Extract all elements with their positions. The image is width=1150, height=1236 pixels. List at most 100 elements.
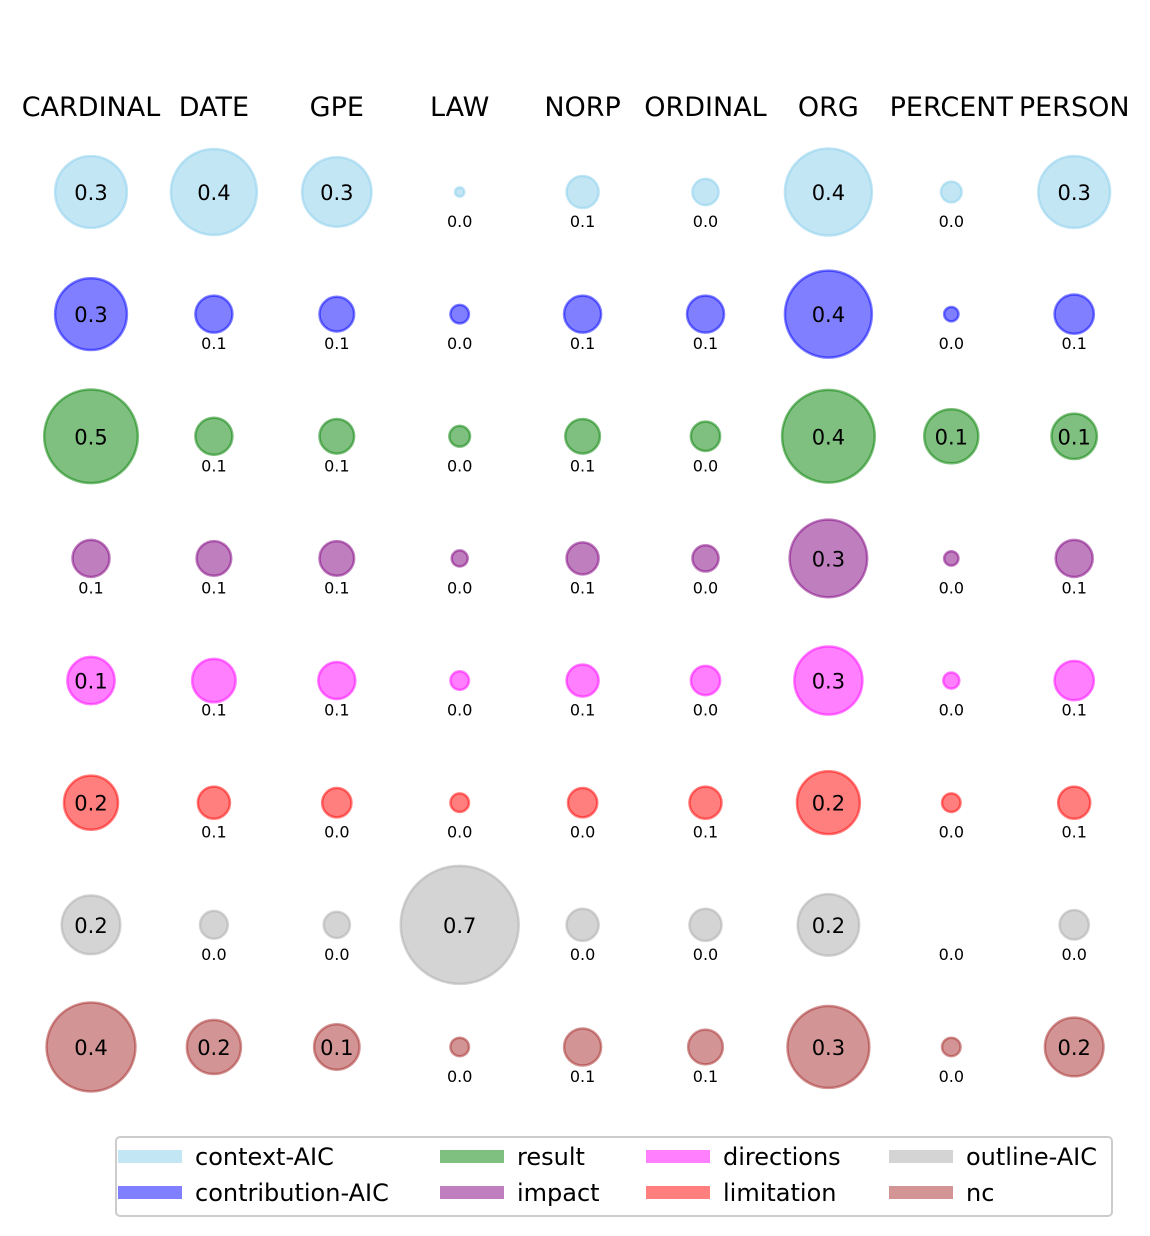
value-label-outline-aic-date: 0.0 (201, 945, 226, 964)
column-labels: CARDINAL DATE GPE LAW NORP ORDINAL ORG PERCENT P… (22, 92, 1130, 123)
bubble-impact-org (788, 518, 869, 599)
legend-label-result: result (517, 1143, 585, 1171)
row-nc: 0.4 0.2 0.1 0.0 0.1 0.1 0.3 0.0 0.2 (45, 1001, 1105, 1093)
value-label-nc-gpe: 0.1 (320, 1036, 353, 1060)
bubble-result-gpe (318, 417, 356, 455)
bubble-grid: 0.3 0.4 0.30.0 0.1 0.00.40.00.30.30.1 0.1 0.0 0… (42, 147, 1112, 1093)
bubble-outline-aic-date (198, 909, 230, 941)
value-label-directions-norp: 0.1 (570, 701, 595, 720)
bubble-result-law (448, 424, 472, 448)
row-impact: 0.1 0.1 0.1 0.0 0.1 0.0 0.3 0.0 0.1 (71, 518, 1094, 599)
legend-entry-context-aic: context-AIC (118, 1143, 334, 1171)
bubble-contribution-aic-gpe (318, 295, 356, 333)
value-label-result-percent: 0.1 (935, 425, 968, 449)
value-label-directions-percent: 0.0 (939, 701, 964, 720)
column-label-norp: NORP (544, 92, 621, 123)
legend-label-limitation: limitation (723, 1179, 836, 1207)
bubble-contribution-aic-percent (942, 305, 960, 323)
value-label-outline-aic-percent: 0.0 (939, 945, 964, 964)
bubble-impact-law (450, 549, 469, 568)
column-label-gpe: GPE (310, 92, 364, 123)
legend-frame (115, 1136, 1113, 1217)
bubble-nc-percent (940, 1036, 962, 1058)
bubble-directions-date (190, 657, 237, 704)
value-label-contribution-aic-date: 0.1 (201, 334, 226, 353)
column-label-person: PERSON (1019, 92, 1130, 123)
bubble-directions-norp (565, 663, 600, 698)
value-label-directions-date: 0.1 (201, 701, 226, 720)
bubble-nc-person (1043, 1016, 1105, 1078)
value-label-directions-law: 0.0 (447, 701, 472, 720)
legend-label-nc: nc (966, 1179, 994, 1207)
row-outline-aic: 0.2 0.0 0.0 0.7 0.0 0.0 0.2 0.0 0.0 (60, 864, 1091, 986)
value-label-nc-percent: 0.0 (939, 1067, 964, 1086)
value-label-context-aic-law: 0.0 (447, 212, 472, 231)
bubble-nc-ordinal (686, 1028, 725, 1066)
bubble-result-person (1050, 412, 1099, 461)
bubble-nc-cardinal (45, 1001, 137, 1093)
bubble-context-aic-org (783, 147, 874, 237)
value-label-limitation-person: 0.1 (1061, 823, 1086, 842)
value-label-impact-cardinal: 0.1 (78, 578, 103, 597)
column-label-law: LAW (430, 92, 489, 123)
value-label-result-gpe: 0.1 (324, 456, 349, 475)
value-label-result-person: 0.1 (1057, 425, 1090, 449)
legend-swatch-impact (440, 1186, 504, 1199)
bubble-context-aic-cardinal (53, 154, 129, 230)
legend-swatch-result (440, 1150, 504, 1163)
legend-entry-outline-aic: outline-AIC (889, 1143, 1097, 1171)
value-label-limitation-org: 0.2 (812, 792, 845, 816)
value-label-result-ordinal: 0.0 (693, 456, 718, 475)
bubble-nc-org (786, 1004, 871, 1090)
value-label-limitation-ordinal: 0.1 (693, 823, 718, 842)
bubble-contribution-aic-cardinal (53, 276, 129, 352)
value-label-nc-norp: 0.1 (570, 1067, 595, 1086)
value-label-limitation-norp: 0.0 (570, 823, 595, 842)
value-label-outline-aic-law: 0.7 (443, 914, 476, 938)
legend-swatch-contribution-aic (118, 1186, 182, 1199)
legend-entry-impact: impact (440, 1179, 600, 1207)
legend-label-contribution-aic: contribution-AIC (195, 1179, 389, 1207)
value-label-impact-gpe: 0.1 (324, 578, 349, 597)
bubble-context-aic-date (169, 147, 259, 237)
column-label-cardinal: CARDINAL (22, 92, 161, 123)
value-label-limitation-percent: 0.0 (939, 823, 964, 842)
bubble-result-date (194, 416, 234, 457)
bubble-context-aic-gpe (300, 156, 373, 228)
bubble-contribution-aic-date (194, 294, 234, 334)
bubble-context-aic-ordinal (691, 177, 720, 207)
value-label-nc-law: 0.0 (447, 1067, 472, 1086)
value-label-directions-gpe: 0.1 (324, 701, 349, 720)
value-label-nc-date: 0.2 (197, 1036, 230, 1060)
value-label-contribution-aic-norp: 0.1 (570, 334, 595, 353)
value-label-impact-person: 0.1 (1061, 578, 1086, 597)
value-label-impact-org: 0.3 (812, 547, 845, 571)
bubble-limitation-date (196, 785, 232, 821)
value-label-outline-aic-gpe: 0.0 (324, 945, 349, 964)
value-label-outline-aic-norp: 0.0 (570, 945, 595, 964)
value-label-contribution-aic-ordinal: 0.1 (693, 334, 718, 353)
value-label-result-org: 0.4 (812, 425, 845, 449)
legend-entry-nc: nc (889, 1179, 994, 1207)
bubble-outline-aic-org (796, 892, 861, 957)
column-label-percent: PERCENT (890, 92, 1014, 123)
bubble-limitation-gpe (320, 786, 353, 819)
bubble-directions-percent (942, 671, 961, 690)
value-label-directions-org: 0.3 (812, 670, 845, 694)
legend-label-directions: directions (723, 1143, 841, 1171)
value-label-nc-ordinal: 0.1 (693, 1067, 718, 1086)
bubble-impact-cardinal (71, 538, 111, 579)
bubble-directions-cardinal (66, 655, 116, 706)
value-label-nc-org: 0.3 (812, 1036, 845, 1060)
legend-swatch-directions (646, 1150, 710, 1163)
bubble-limitation-law (449, 792, 471, 814)
bubble-limitation-ordinal (688, 785, 723, 821)
bubble-impact-ordinal (691, 544, 720, 573)
bubble-contribution-aic-ordinal (685, 294, 726, 334)
value-label-result-law: 0.0 (447, 456, 472, 475)
bubble-context-aic-person (1037, 154, 1112, 230)
bubble-result-ordinal (689, 420, 722, 453)
value-label-limitation-date: 0.1 (201, 823, 226, 842)
value-label-directions-ordinal: 0.0 (693, 701, 718, 720)
bubble-result-cardinal (42, 388, 140, 485)
